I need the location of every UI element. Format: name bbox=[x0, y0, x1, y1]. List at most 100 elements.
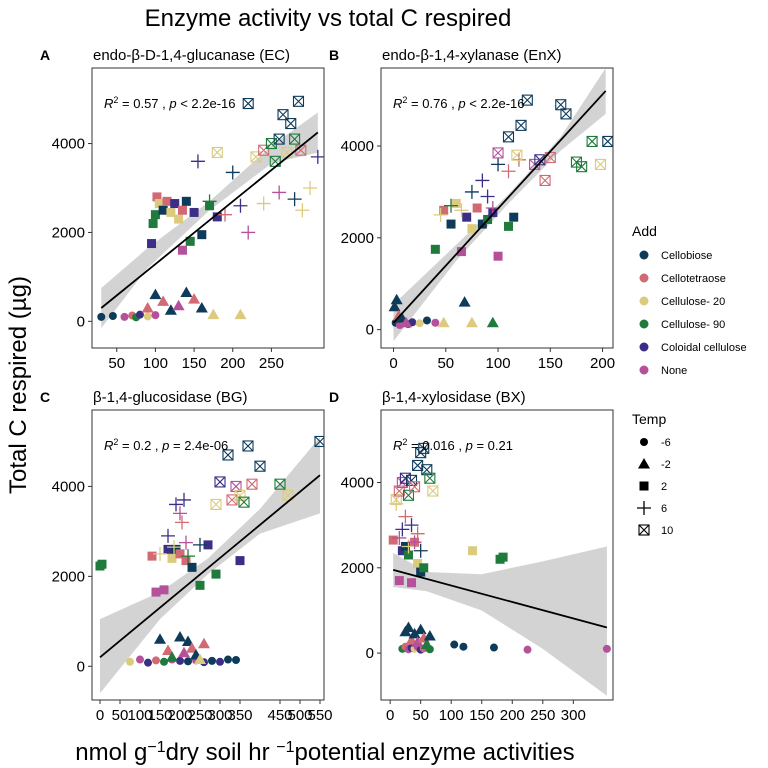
panel-a-point-19 bbox=[148, 219, 158, 229]
panel-a-point-6 bbox=[143, 312, 152, 321]
panel-a-point-0-mark bbox=[97, 312, 106, 321]
panel-b-point-29 bbox=[503, 221, 513, 231]
panel-b-point-51-cross bbox=[560, 108, 572, 120]
panel-a-point-16 bbox=[207, 308, 220, 320]
legend-add-key-3 bbox=[639, 319, 649, 329]
panel-c-point-0-mark bbox=[126, 657, 134, 666]
panel-b-point-33 bbox=[454, 203, 469, 218]
panel-a-point-15 bbox=[195, 302, 208, 313]
chart-title: Enzyme activity vs total C respired bbox=[145, 5, 512, 32]
panel-c-point-57 bbox=[246, 478, 258, 490]
panel-c-point-47-mark bbox=[181, 549, 195, 564]
legend-temp-key-1 bbox=[638, 458, 650, 469]
panel-d-point-20 bbox=[414, 623, 427, 635]
panel-d-point-29-mark bbox=[407, 578, 417, 588]
panel-b-stat-p-label: p bbox=[457, 96, 465, 111]
panel-d-point-12-mark bbox=[489, 643, 498, 652]
panel-b-plot: R2 = 0.76 , p < 2.2e-16 bbox=[388, 68, 613, 342]
panel-b-point-8 bbox=[388, 300, 401, 312]
panel-c-point-6 bbox=[176, 656, 184, 665]
panel-c-point-10-mark bbox=[208, 656, 216, 665]
panel-b-point-18-mark bbox=[439, 205, 449, 215]
panel-a-point-19-mark bbox=[148, 219, 158, 229]
panel-d-point-25-mark bbox=[394, 576, 404, 586]
legend-temp-label-0: -6 bbox=[661, 437, 671, 449]
panel-c-point-25 bbox=[97, 559, 107, 569]
panel-c-point-56-mark bbox=[242, 440, 254, 452]
panel-a-point-51-mark bbox=[258, 144, 270, 156]
panel-c-point-4 bbox=[160, 657, 168, 666]
panel-c-point-14-mark bbox=[154, 633, 166, 644]
panel-b-point-35-mark bbox=[475, 173, 490, 188]
panel-d-point-36-mark bbox=[498, 552, 508, 562]
panel-a-point-23-mark bbox=[158, 205, 168, 215]
panel-b-point-13-mark bbox=[437, 316, 450, 328]
panel-d-stat-r2: = 0.016 , bbox=[407, 438, 465, 453]
x-axis-title-tail: potential enzyme activities bbox=[295, 739, 575, 766]
panel-c-point-44-mark bbox=[175, 515, 189, 530]
panel-c-point-48 bbox=[193, 537, 207, 552]
panel-c-point-61-cross bbox=[314, 436, 324, 447]
panel-b-ytick-label-0: 0 bbox=[366, 322, 374, 339]
panel-a-point-13-mark bbox=[180, 286, 193, 297]
panel-c-point-41 bbox=[167, 540, 181, 555]
panel-b-point-48-cross bbox=[539, 175, 551, 186]
panel-c-point-18-mark bbox=[178, 646, 190, 658]
panel-c-fit-line bbox=[99, 474, 321, 658]
panel-b-point-51-mark bbox=[560, 108, 572, 120]
panel-a-frame bbox=[91, 67, 325, 349]
panel-d-point-24-mark bbox=[388, 535, 398, 545]
panel-b-point-33-mark bbox=[454, 203, 469, 218]
panel-a-point-5 bbox=[135, 310, 144, 319]
panel-a-point-10 bbox=[157, 295, 170, 306]
legend-temp: Temp -6 -2 2 6 10 bbox=[632, 411, 673, 537]
panel-b-point-36-mark bbox=[480, 189, 495, 204]
panel-c-ytick-label-0: 0 bbox=[77, 658, 85, 675]
panel-a-point-42 bbox=[256, 196, 271, 211]
panel-d-point-44 bbox=[410, 526, 425, 541]
panel-d-stat-p-label: p bbox=[465, 438, 473, 453]
panel-d-point-25 bbox=[394, 576, 404, 586]
legend-add-label-3: Cellulose- 90 bbox=[661, 319, 725, 331]
panel-d-point-54-mark bbox=[415, 447, 427, 459]
panel-a-point-37 bbox=[202, 194, 217, 209]
panel-a-point-59 bbox=[292, 95, 305, 107]
panel-d-point-38-mark bbox=[392, 530, 407, 545]
legend-temp-key-2 bbox=[639, 481, 649, 491]
panel-b-point-29-mark bbox=[503, 221, 513, 231]
panel-c-xtick-label-0: 0 bbox=[96, 707, 104, 724]
panel-c-point-34-mark bbox=[187, 562, 197, 572]
panel-b-point-8-mark bbox=[388, 300, 401, 312]
panel-b-point-30 bbox=[509, 212, 519, 222]
panel-c-xtick-label-550: 550 bbox=[307, 707, 332, 724]
x-axis-title: nmol g−1dry soil hr −1potential enzyme a… bbox=[75, 739, 574, 767]
panel-c-stat-p: = 2.4e-06 bbox=[169, 438, 228, 453]
panel-c-point-27 bbox=[151, 587, 161, 597]
panel-d-point-55-mark bbox=[418, 442, 430, 454]
panel-d-point-31-mark bbox=[413, 559, 423, 569]
panel-b-point-6-mark bbox=[422, 316, 431, 325]
panel-a-xtick-label-250: 250 bbox=[259, 355, 284, 372]
panel-a-point-17 bbox=[234, 308, 247, 320]
panel-c-xtick-label-150: 150 bbox=[147, 707, 172, 724]
panel-a-point-29-mark bbox=[181, 196, 191, 206]
panel-b-point-51 bbox=[560, 108, 572, 120]
panel-a-point-58 bbox=[289, 133, 301, 145]
panel-d-point-16-mark bbox=[402, 621, 415, 632]
panel-b-point-20-mark bbox=[451, 198, 461, 208]
panel-a-point-1 bbox=[108, 312, 117, 320]
x-axis-title-mid: dry soil hr bbox=[166, 739, 277, 766]
panel-c-point-33-mark bbox=[181, 556, 191, 566]
panel-c-xtick-label-200: 200 bbox=[167, 707, 192, 724]
panel-b-point-53-cross bbox=[576, 161, 588, 173]
panel-d-ytick-label-4000: 4000 bbox=[341, 475, 374, 492]
panel-b-point-42-mark bbox=[502, 131, 515, 143]
panel-b-ytick-label-2000: 2000 bbox=[341, 230, 374, 247]
panel-b-point-23 bbox=[467, 224, 477, 234]
panel-b-point-13 bbox=[437, 316, 450, 328]
panel-c-point-59 bbox=[274, 478, 286, 490]
panel-d-point-58-cross bbox=[427, 485, 439, 497]
panel-a-point-57 bbox=[285, 118, 297, 130]
panel-a-point-20-mark bbox=[150, 210, 160, 220]
